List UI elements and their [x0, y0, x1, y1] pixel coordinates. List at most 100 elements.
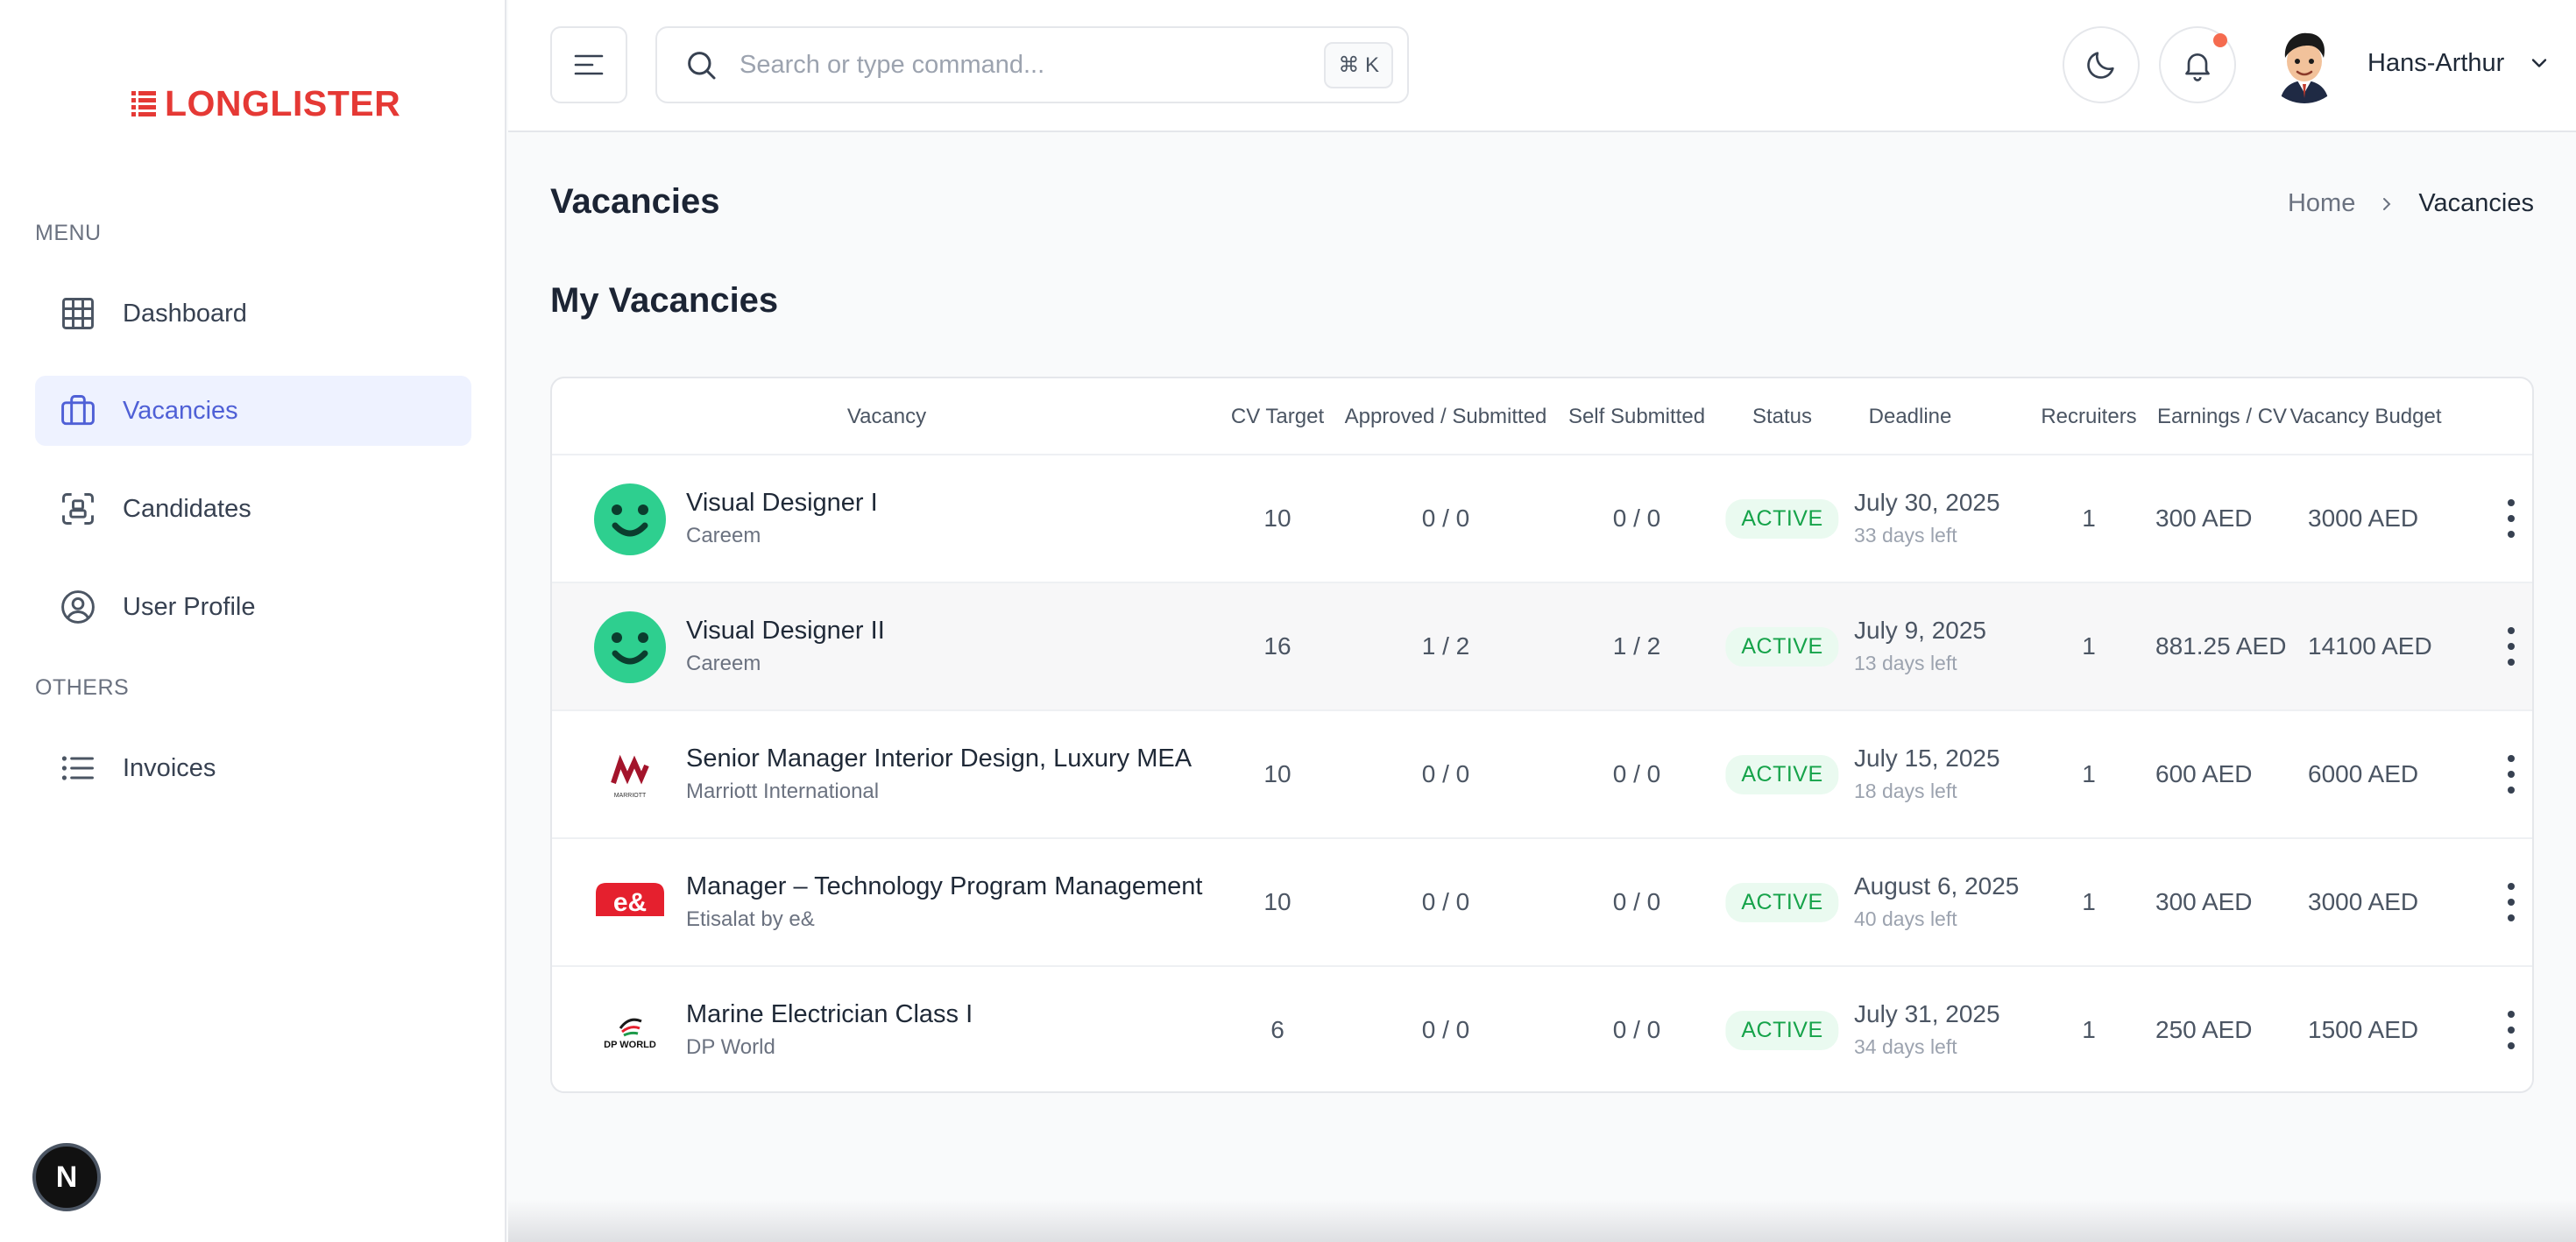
cv-target-cell: 16 [1263, 632, 1292, 660]
user-circle-icon [58, 587, 98, 627]
earnings-cell: 881.25 AED [2155, 632, 2287, 660]
vacancy-company: Careem [686, 524, 761, 547]
approved-cell: 0 / 0 [1421, 505, 1470, 532]
status-badge: ACTIVE [1725, 883, 1839, 922]
menu-heading: MENU [35, 221, 102, 245]
sidebar-item-invoices[interactable]: Invoices [35, 733, 471, 803]
dp-world-wordmark: DP WORLD [604, 1040, 656, 1050]
cv-target-cell: 10 [1263, 760, 1292, 787]
table-row[interactable]: DP WORLD Marine Electrician Class I DP W… [552, 967, 2532, 1091]
row-actions-button[interactable] [2504, 755, 2518, 794]
chevron-right-icon [2383, 197, 2391, 210]
others-heading: OTHERS [35, 675, 130, 700]
shortcut-hint: ⌘ K [1324, 41, 1393, 88]
table-row[interactable]: e& Manager – Technology Program Manageme… [552, 839, 2532, 967]
search-placeholder: Search or type command... [740, 50, 1045, 79]
budget-cell: 14100 AED [2308, 632, 2432, 660]
next-dev-badge[interactable]: N [32, 1143, 101, 1211]
status-badge: ACTIVE [1725, 1011, 1839, 1050]
table-row[interactable]: Visual Designer II Careem 16 1 / 2 1 / 2… [552, 583, 2532, 711]
page-title: Vacancies [550, 182, 720, 221]
table-row[interactable]: MARRIOTT Senior Manager Interior Design,… [552, 711, 2532, 839]
kebab-icon [2508, 1042, 2515, 1049]
sidebar: LONGLISTER MENU Dashboard Vacancies Cand… [0, 0, 506, 1242]
sidebar-item-candidates[interactable]: Candidates [35, 474, 471, 544]
brand-logo[interactable]: LONGLISTER [131, 86, 400, 122]
sidebar-item-label: Dashboard [123, 299, 247, 328]
etisalat-logo: e& [594, 867, 666, 939]
search-input[interactable]: Search or type command... ⌘ K [655, 26, 1409, 103]
col-header-vacancy[interactable]: Vacancy [846, 405, 927, 428]
bell-icon [2185, 53, 2210, 81]
brand-name: LONGLISTER [165, 83, 401, 123]
vacancy-company: Etisalat by e& [686, 907, 815, 931]
approved-cell: 0 / 0 [1421, 888, 1470, 915]
list-icon [58, 748, 98, 788]
col-header-status[interactable]: Status [1752, 405, 1813, 428]
vacancy-title[interactable]: Manager – Technology Program Management [686, 872, 1203, 900]
notifications-button[interactable] [2159, 26, 2236, 103]
row-actions-button[interactable] [2504, 1011, 2518, 1049]
vacancy-title[interactable]: Visual Designer I [686, 489, 878, 517]
vacancy-company: Careem [686, 652, 761, 675]
breadcrumb-current: Vacancies [2418, 189, 2534, 217]
approved-cell: 0 / 0 [1421, 1016, 1470, 1043]
vacancy-title[interactable]: Senior Manager Interior Design, Luxury M… [686, 744, 1192, 773]
avatar [2264, 23, 2345, 103]
user-menu[interactable]: Hans-Arthur [2264, 23, 2551, 103]
sidebar-item-vacancies[interactable]: Vacancies [35, 376, 471, 446]
sidebar-toggle-button[interactable] [550, 26, 627, 103]
col-header-approved[interactable]: Approved / Submitted [1344, 405, 1547, 428]
deadline-date: July 30, 2025 [1854, 489, 2000, 516]
cv-target-cell: 10 [1263, 888, 1292, 915]
sidebar-item-user-profile[interactable]: User Profile [35, 572, 471, 642]
kebab-icon [2508, 899, 2515, 906]
row-actions-button[interactable] [2504, 627, 2518, 666]
kebab-icon [2508, 1027, 2515, 1034]
logo-list-icon [131, 90, 156, 116]
row-actions-button[interactable] [2504, 499, 2518, 538]
dark-mode-toggle[interactable] [2063, 26, 2140, 103]
breadcrumb-home-link[interactable]: Home [2287, 189, 2356, 217]
kebab-icon [2508, 755, 2515, 762]
vacancy-title[interactable]: Visual Designer II [686, 617, 885, 645]
deadline-days-left: 33 days left [1854, 524, 1957, 547]
bottom-shadow [508, 1200, 2576, 1242]
col-header-recruiters[interactable]: Recruiters [2041, 405, 2137, 428]
recruiters-cell: 1 [2082, 888, 2096, 915]
sidebar-item-label: User Profile [123, 592, 256, 621]
cv-target-cell: 10 [1263, 505, 1292, 532]
vacancy-company: DP World [686, 1035, 775, 1059]
row-actions-button[interactable] [2504, 883, 2518, 921]
recruiters-cell: 1 [2082, 632, 2096, 660]
deadline-date: August 6, 2025 [1854, 872, 2020, 900]
self-submitted-cell: 0 / 0 [1612, 760, 1661, 787]
col-header-cv-target[interactable]: CV Target [1230, 405, 1325, 428]
col-header-self-submitted[interactable]: Self Submitted [1568, 405, 1706, 428]
dp-world-logo: DP WORLD [594, 995, 666, 1067]
budget-cell: 1500 AED [2308, 1016, 2419, 1043]
deadline-date: July 15, 2025 [1854, 744, 2000, 772]
menu-icon [574, 54, 604, 75]
kebab-icon [2508, 659, 2515, 666]
briefcase-icon [58, 391, 98, 431]
sidebar-item-label: Vacancies [123, 396, 238, 425]
kebab-icon [2508, 771, 2515, 778]
col-header-earnings[interactable]: Earnings / CV [2156, 405, 2288, 428]
approved-cell: 1 / 2 [1421, 632, 1470, 660]
deadline-date: July 31, 2025 [1854, 1000, 2000, 1027]
col-header-budget[interactable]: Vacancy Budget [2289, 405, 2442, 428]
kebab-icon [2508, 531, 2515, 538]
user-name: Hans-Arthur [2367, 48, 2505, 77]
vacancies-table: Vacancy CV Target Approved / Submitted S… [550, 377, 2534, 1093]
earnings-cell: 600 AED [2155, 760, 2253, 787]
col-header-deadline[interactable]: Deadline [1868, 405, 1952, 428]
vacancy-title[interactable]: Marine Electrician Class I [686, 1000, 973, 1028]
chevron-down-icon [2532, 59, 2547, 67]
careem-logo [594, 611, 666, 683]
sidebar-item-dashboard[interactable]: Dashboard [35, 279, 471, 349]
table-row[interactable]: Visual Designer I Careem 10 0 / 0 0 / 0 … [552, 455, 2532, 583]
kebab-icon [2508, 787, 2515, 794]
section-title: My Vacancies [550, 281, 779, 320]
self-submitted-cell: 0 / 0 [1612, 505, 1661, 532]
